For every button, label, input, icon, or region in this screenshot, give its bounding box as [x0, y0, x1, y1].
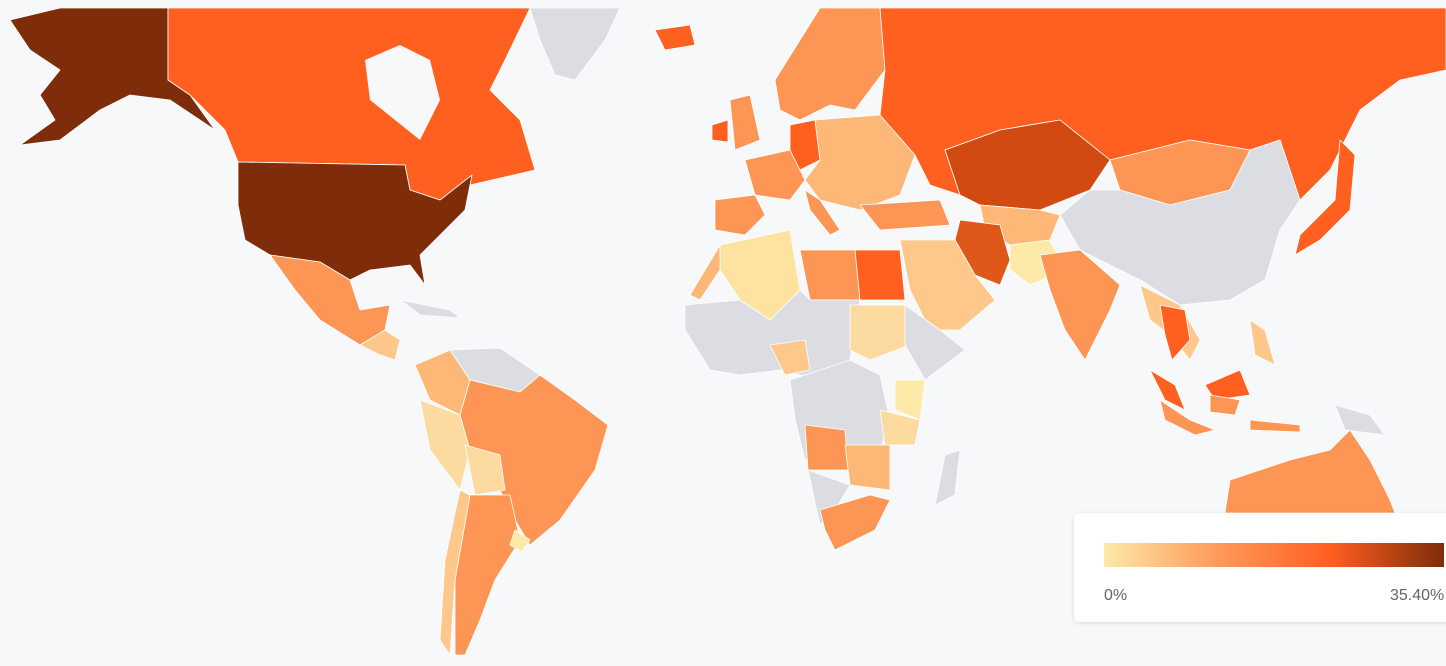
argentina: [454, 494, 521, 656]
ireland: [711, 119, 729, 143]
color-scale: [1104, 543, 1444, 567]
japan: [1294, 139, 1356, 256]
indonesia: [1159, 394, 1301, 436]
thailand: [1159, 304, 1191, 361]
tanzania: [879, 409, 921, 446]
germany: [789, 119, 821, 171]
china: [1059, 139, 1301, 306]
iceland: [654, 24, 696, 51]
uruguay: [509, 529, 531, 553]
nigeria: [769, 339, 811, 376]
libya: [799, 249, 861, 301]
philippines: [1249, 319, 1276, 366]
angola: [804, 424, 849, 471]
madagascar: [934, 449, 961, 506]
scandinavia: [774, 7, 886, 121]
legend-min-label: 0%: [1104, 587, 1128, 604]
arabia: [899, 239, 996, 331]
southern-africa-mid: [844, 444, 891, 491]
australia: [1224, 429, 1396, 514]
india: [1039, 249, 1121, 361]
legend: 0% 35.40%: [1074, 513, 1446, 622]
iberia: [714, 194, 766, 236]
turkey: [859, 199, 951, 231]
south-africa: [819, 494, 891, 551]
italy: [804, 189, 841, 236]
kenya: [894, 379, 926, 421]
hudson-bay: [365, 45, 440, 140]
bolivia: [464, 444, 506, 496]
east-africa: [904, 304, 966, 381]
cuba: [399, 299, 461, 319]
color-bar: [1104, 543, 1444, 567]
chile: [439, 489, 471, 656]
new-guinea: [1334, 404, 1386, 436]
egypt: [854, 249, 906, 301]
central-america: [359, 329, 401, 361]
uk: [729, 94, 761, 151]
morocco: [689, 244, 721, 301]
sudan: [849, 304, 911, 361]
greenland: [529, 7, 621, 81]
usa: [237, 161, 473, 286]
france: [744, 149, 806, 201]
peru: [419, 399, 471, 491]
mexico: [269, 254, 391, 346]
legend-max-label: 35.40%: [1390, 587, 1445, 604]
